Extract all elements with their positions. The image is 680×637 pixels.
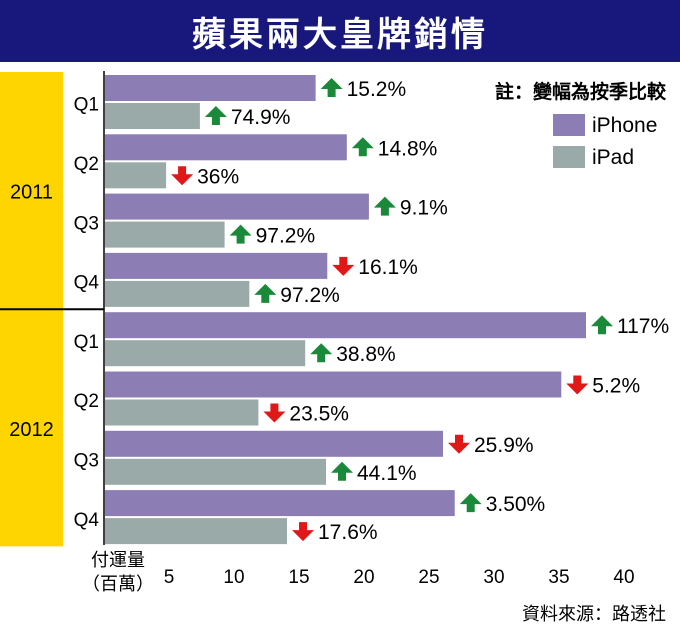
up-arrow-icon [310, 343, 333, 363]
down-arrow-icon [566, 375, 589, 395]
ipad-change-label: 44.1% [357, 462, 417, 485]
iphone-bar [105, 371, 562, 398]
iphone-bar [105, 490, 455, 517]
title-bar: 蘋果兩大皇牌銷情 [0, 0, 680, 62]
quarter-label: Q3 [74, 213, 99, 234]
iphone-change-label: 14.8% [378, 137, 438, 160]
up-arrow-icon [373, 196, 396, 216]
down-arrow-icon [171, 166, 194, 186]
up-arrow-icon [254, 283, 277, 303]
ipad-change-label: 97.2% [280, 284, 340, 307]
up-arrow-icon [331, 461, 353, 481]
up-arrow-icon [351, 137, 374, 157]
up-arrow-icon [204, 106, 227, 125]
ipad-change-label: 17.6% [318, 521, 378, 544]
up-arrow-icon [459, 493, 482, 513]
iphone-change-label: 16.1% [358, 256, 418, 279]
legend-label-ipad: iPad [592, 146, 634, 169]
x-axis-label: 付運量 [91, 550, 145, 571]
ipad-bar [105, 221, 225, 248]
year-label-2011: 2011 [10, 182, 53, 204]
quarter-label: Q4 [74, 510, 100, 531]
ipad-bar [105, 162, 167, 189]
ipad-bar [105, 280, 250, 307]
quarter-label: Q1 [74, 332, 99, 353]
ipad-bar [105, 458, 326, 485]
ipad-bar [105, 340, 306, 367]
chart-note: 註：變幅為按季比較 [495, 80, 667, 103]
ipad-bar [105, 103, 200, 129]
iphone-change-label: 15.2% [347, 78, 407, 101]
chart-title: 蘋果兩大皇牌銷情 [192, 14, 488, 55]
up-arrow-icon [229, 224, 252, 244]
iphone-bar [105, 312, 586, 339]
ipad-change-label: 36% [197, 165, 239, 188]
iphone-bar [105, 430, 443, 457]
quarter-label: Q2 [74, 154, 99, 175]
x-tick-label: 20 [353, 567, 374, 588]
iphone-bar [105, 134, 347, 161]
iphone-change-label: 9.1% [400, 197, 448, 220]
x-tick-label: 15 [288, 567, 309, 588]
iphone-change-label: 25.9% [474, 434, 534, 457]
iphone-change-label: 3.50% [486, 493, 546, 516]
year-label-2012: 2012 [9, 419, 54, 441]
x-tick-label: 25 [418, 567, 439, 588]
quarter-label: Q4 [74, 273, 100, 294]
ipad-bar [105, 399, 259, 426]
ipad-change-label: 74.9% [231, 106, 291, 129]
year-band-2011 [0, 72, 63, 310]
down-arrow-icon [448, 434, 470, 454]
year-band-2012 [0, 309, 63, 547]
ipad-change-label: 23.5% [289, 403, 349, 426]
x-tick-label: 35 [548, 567, 569, 588]
x-tick-label: 30 [483, 567, 504, 588]
iphone-change-label: 117% [617, 315, 669, 338]
bar-chart: 2011 2012 Q1 15.2% 74.9% Q2 14.8% 36% Q3 9.1% 97.2… [0, 71, 669, 595]
x-tick-label: 10 [223, 567, 244, 588]
down-arrow-icon [332, 256, 355, 276]
up-arrow-icon [320, 78, 343, 97]
x-tick-label: 40 [613, 567, 634, 588]
x-axis-unit: （百萬） [82, 574, 154, 595]
iphone-bar [105, 252, 328, 279]
up-arrow-icon [591, 315, 613, 335]
legend-swatch-ipad [553, 146, 585, 168]
source-credit: 資料來源：路透社 [522, 604, 666, 625]
legend-swatch-iphone [553, 114, 585, 136]
down-arrow-icon [292, 522, 314, 542]
ipad-bar [105, 518, 287, 545]
legend-label-iphone: iPhone [592, 114, 657, 137]
iphone-bar [105, 75, 316, 101]
quarter-label: Q1 [74, 95, 99, 116]
quarter-label: Q3 [74, 450, 99, 471]
quarter-label: Q2 [74, 391, 99, 412]
iphone-bar [105, 193, 369, 220]
x-tick-label: 5 [164, 567, 175, 588]
down-arrow-icon [263, 403, 286, 423]
iphone-change-label: 5.2% [592, 375, 640, 398]
ipad-change-label: 97.2% [256, 225, 316, 248]
ipad-change-label: 38.8% [336, 343, 396, 366]
